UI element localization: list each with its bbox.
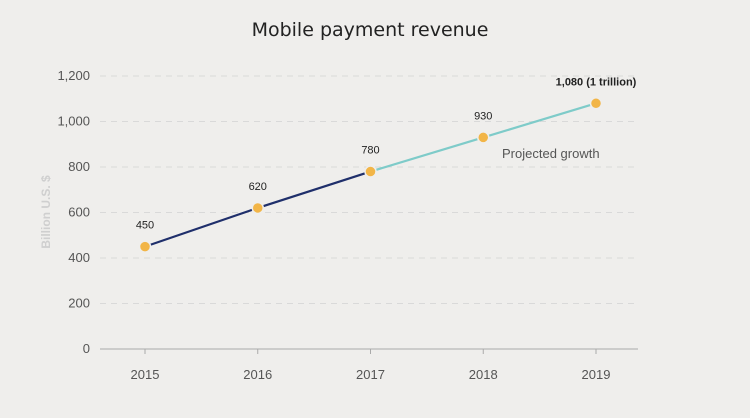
y-tick-label: 400 (68, 250, 90, 265)
y-tick-label: 200 (68, 296, 90, 311)
x-tick-label: 2015 (131, 367, 160, 382)
data-label: 620 (249, 181, 267, 193)
data-labels: 450 620 780 930 1,080 (1 trillion) (136, 76, 637, 231)
x-tick-label: 2018 (469, 367, 498, 382)
series (138, 97, 603, 253)
x-tick-label: 2016 (243, 367, 272, 382)
projected-growth-annotation: Projected growth (502, 146, 600, 161)
chart-title: Mobile payment revenue (252, 19, 489, 41)
data-label: 1,080 (1 trillion) (556, 76, 637, 88)
y-tick-label: 600 (68, 205, 90, 220)
y-tick-label: 800 (68, 159, 90, 174)
data-point (364, 165, 377, 178)
y-axis-label: Billion U.S. $ (39, 175, 53, 249)
y-tick-label: 1,000 (57, 114, 90, 129)
data-point (589, 97, 603, 110)
data-label: 930 (474, 110, 492, 122)
data-point (477, 131, 490, 144)
axes: 0 200 400 600 800 1,000 1,200 2015 2016 2017 2018 2… (57, 68, 638, 382)
data-label: 780 (361, 145, 379, 157)
y-tick-label: 1,200 (57, 68, 90, 83)
gridlines (100, 75, 638, 304)
x-tick-label: 2017 (356, 367, 385, 382)
data-point (138, 240, 152, 253)
data-point (251, 201, 264, 215)
x-tick-label: 2019 (582, 367, 611, 382)
data-label: 450 (136, 220, 154, 232)
y-tick-label: 0 (83, 341, 90, 356)
